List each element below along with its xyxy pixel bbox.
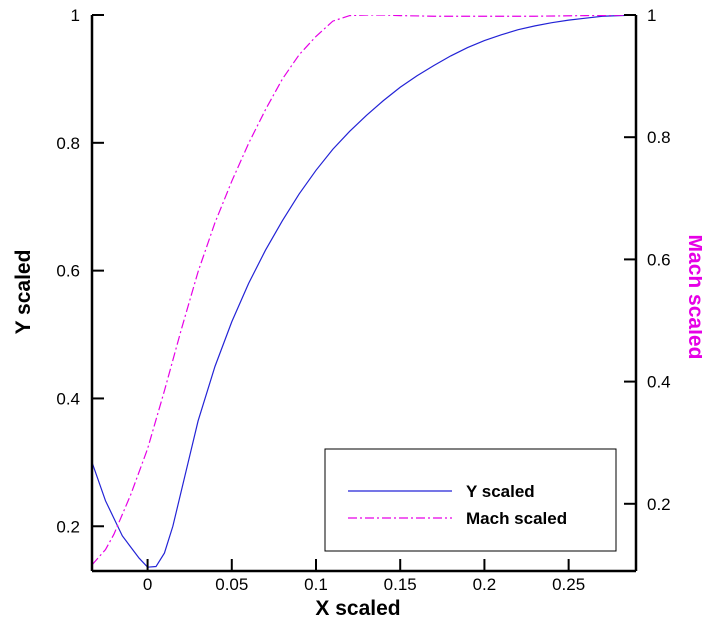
- legend-box: [324, 448, 617, 552]
- plot-area: [92, 15, 636, 568]
- y-tick-label: 0.8: [56, 134, 80, 153]
- legend-label-y-scaled: Y scaled: [466, 482, 535, 501]
- right-tick-label: 0.6: [647, 250, 671, 269]
- series-line-mach-scaled: [92, 15, 636, 566]
- x-axis-title: X scaled: [315, 597, 400, 620]
- right-tick-label: 0.4: [647, 373, 671, 392]
- legend-label-mach-scaled: Mach scaled: [466, 509, 567, 528]
- x-tick-label: 0.2: [473, 575, 497, 594]
- y-tick-label: 0.4: [56, 389, 80, 408]
- y-tick-label: 0.2: [56, 517, 80, 536]
- right-tick-label: 0.2: [647, 495, 671, 514]
- x-tick-label: 0.05: [215, 575, 248, 594]
- right-tick-label: 0.8: [647, 128, 671, 147]
- right-axis-title: Mach scaled: [684, 235, 702, 360]
- axes: 0 0.05 0.1 0.15 0.2 0.25 0.2 0.4 0.6 0.8 1 0.2 0.4 0.…: [56, 6, 670, 594]
- right-tick-label: 1: [647, 6, 656, 25]
- x-tick-label: 0.1: [304, 575, 328, 594]
- y-axis-title: Y scaled: [12, 250, 35, 335]
- y-tick-label: 0.6: [56, 262, 80, 281]
- y-tick-label: 1: [71, 6, 80, 25]
- series-line-y-scaled: [92, 15, 636, 568]
- x-tick-label: 0.15: [384, 575, 417, 594]
- x-tick-label: 0: [143, 575, 152, 594]
- legend: Y scaled Mach scaled: [324, 448, 617, 552]
- x-tick-label: 0.25: [552, 575, 585, 594]
